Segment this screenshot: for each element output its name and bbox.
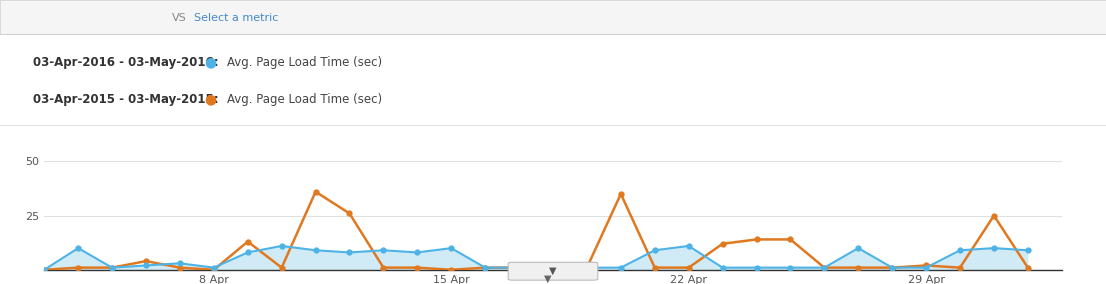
- Text: 📈: 📈: [1047, 12, 1054, 22]
- Text: Avg. Page Load Time (sec): Avg. Page Load Time (sec): [227, 56, 382, 69]
- Text: Week: Week: [943, 12, 972, 22]
- FancyBboxPatch shape: [885, 5, 931, 29]
- FancyBboxPatch shape: [4, 4, 157, 28]
- FancyBboxPatch shape: [984, 5, 1031, 29]
- FancyBboxPatch shape: [1034, 5, 1067, 29]
- Text: ●: ●: [205, 92, 217, 106]
- Text: ▼: ▼: [550, 266, 556, 276]
- Text: ●: ●: [205, 55, 217, 70]
- FancyBboxPatch shape: [1070, 5, 1103, 29]
- Text: Avg. Page Load Time (sec): Avg. Page Load Time (sec): [23, 11, 152, 21]
- FancyBboxPatch shape: [935, 5, 981, 29]
- Text: Month: Month: [991, 12, 1024, 22]
- Text: 👥: 👥: [1083, 12, 1089, 22]
- Text: Day: Day: [898, 12, 918, 22]
- Text: ▼: ▼: [544, 273, 551, 283]
- FancyBboxPatch shape: [508, 262, 598, 280]
- Text: 03-Apr-2015 - 03-May-2015:: 03-Apr-2015 - 03-May-2015:: [33, 93, 219, 106]
- Text: VS: VS: [171, 13, 186, 24]
- Text: ▼: ▼: [144, 12, 150, 21]
- Text: Avg. Page Load Time (sec): Avg. Page Load Time (sec): [227, 93, 382, 106]
- Text: 03-Apr-2016 - 03-May-2016:: 03-Apr-2016 - 03-May-2016:: [33, 56, 219, 69]
- Text: Select a metric: Select a metric: [194, 13, 278, 24]
